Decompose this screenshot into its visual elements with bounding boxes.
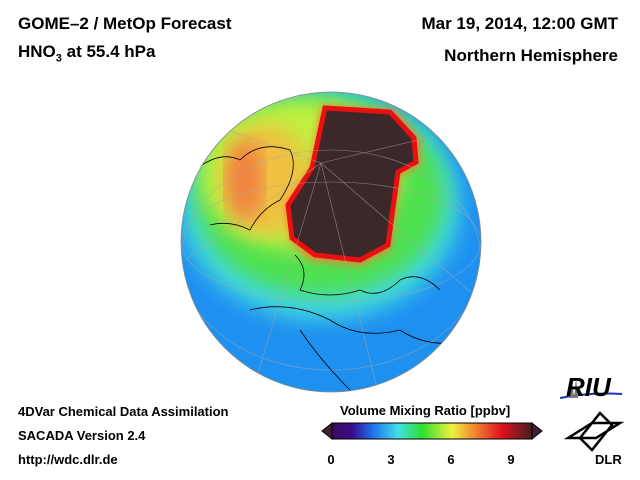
forecast-date: Mar 19, 2014, 12:00 GMT xyxy=(421,14,618,33)
colorbar-tick: 0 xyxy=(327,452,335,467)
footer-version: SACADA Version 2.4 xyxy=(18,428,146,443)
colorbar-tick: 3 xyxy=(387,452,395,467)
riu-logo-icon xyxy=(570,378,578,398)
species: HNO xyxy=(18,42,56,61)
riu-logo: RIU xyxy=(566,372,611,402)
footer-url[interactable]: http://wdc.dlr.de xyxy=(18,452,118,467)
hemisphere-label: Northern Hemisphere xyxy=(444,46,618,65)
colorbar-tick: 9 xyxy=(507,452,515,467)
colorbar-title: Volume Mixing Ratio [ppbv] xyxy=(340,403,511,418)
colorbar-tick: 6 xyxy=(447,452,455,467)
footer-method: 4DVar Chemical Data Assimilation xyxy=(18,404,229,419)
high-concentration-region xyxy=(285,105,419,263)
globe-field xyxy=(181,92,481,392)
map-title: GOME–2 / MetOp Forecast xyxy=(18,14,232,33)
colorbar xyxy=(321,421,543,441)
dlr-logo-text: DLR xyxy=(595,452,622,467)
pressure-level: at 55.4 hPa xyxy=(61,42,156,61)
dlr-logo xyxy=(563,411,625,452)
riu-logo-wave xyxy=(559,392,623,399)
species-level: HNO3 at 55.4 hPa xyxy=(18,42,155,64)
coastlines xyxy=(194,146,471,391)
species-subscript: 3 xyxy=(55,52,62,65)
